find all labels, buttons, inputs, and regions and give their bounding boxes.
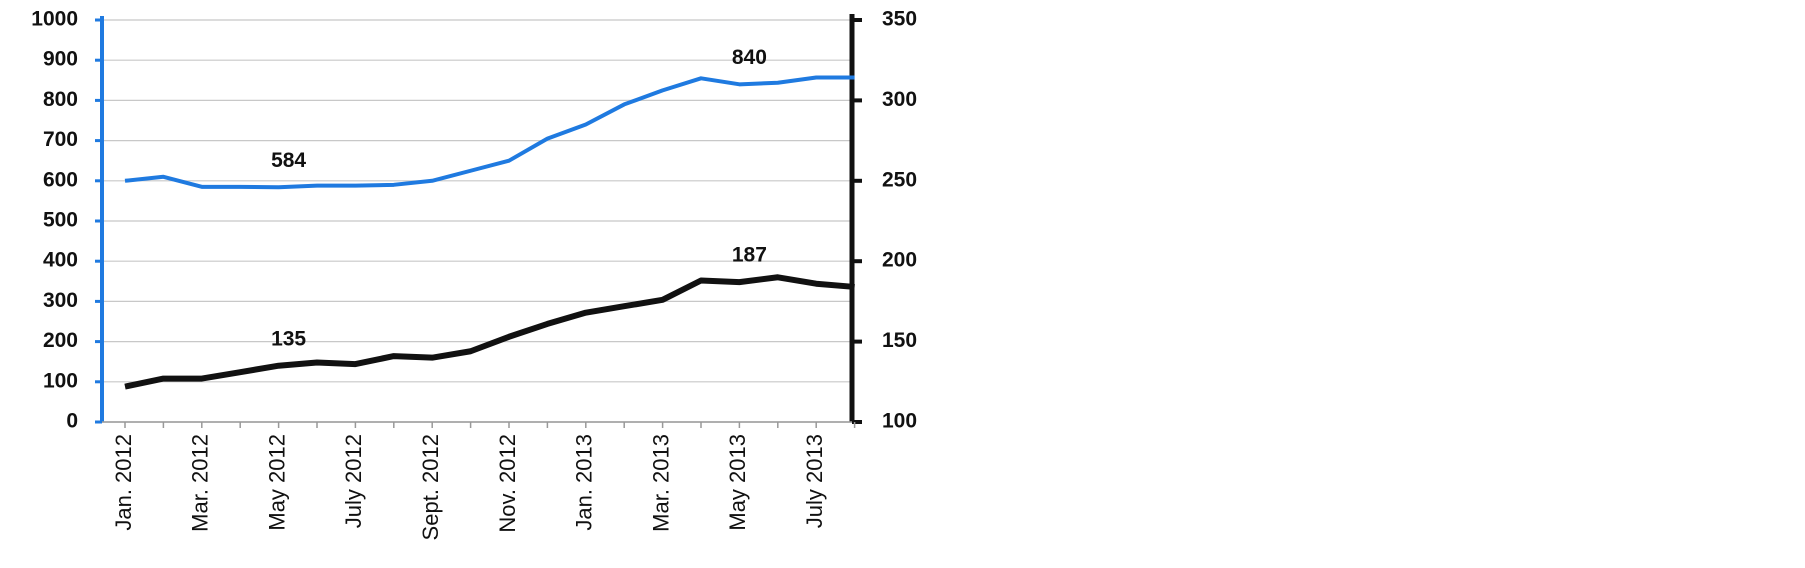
- y-tick-label: 500: [43, 209, 78, 232]
- y-tick-label: 400: [43, 249, 78, 272]
- x-tick-label: Mar. 2013: [648, 434, 673, 532]
- data-label: 584: [271, 149, 306, 172]
- y2-tick-label: 150: [882, 329, 917, 352]
- x-tick-label: Nov. 2012: [495, 434, 520, 533]
- line-series: [124, 274, 855, 390]
- y2-tick-label: 350: [882, 8, 917, 31]
- y-tick-label: 300: [43, 289, 78, 312]
- y-tick-label: 1000: [31, 8, 78, 31]
- x-tick-label: May 2012: [264, 434, 289, 531]
- y-tick-label: 600: [43, 168, 78, 191]
- data-label: 135: [271, 327, 306, 350]
- x-tick-label: Jan. 2012: [111, 434, 136, 531]
- y2-tick-label: 250: [882, 168, 917, 191]
- line-series: [124, 75, 855, 190]
- x-tick-label: July 2012: [341, 434, 366, 528]
- y-tick-label: 200: [43, 329, 78, 352]
- x-tick-label: Mar. 2012: [188, 434, 213, 532]
- y-tick-label: 700: [43, 128, 78, 151]
- y-tick-label: 900: [43, 48, 78, 71]
- y-tick-label: 0: [66, 410, 78, 433]
- y2-tick-label: 100: [882, 410, 917, 433]
- x-tick-label: Jan. 2013: [572, 434, 597, 531]
- x-tick-label: May 2013: [725, 434, 750, 531]
- data-label: 840: [732, 46, 767, 69]
- y2-tick-label: 200: [882, 249, 917, 272]
- y-tick-label: 800: [43, 88, 78, 111]
- x-tick-label: July 2013: [802, 434, 827, 528]
- y-tick-label: 100: [43, 369, 78, 392]
- x-tick-label: Sept. 2012: [418, 434, 443, 540]
- y2-tick-label: 300: [882, 88, 917, 111]
- data-label: 187: [732, 244, 767, 267]
